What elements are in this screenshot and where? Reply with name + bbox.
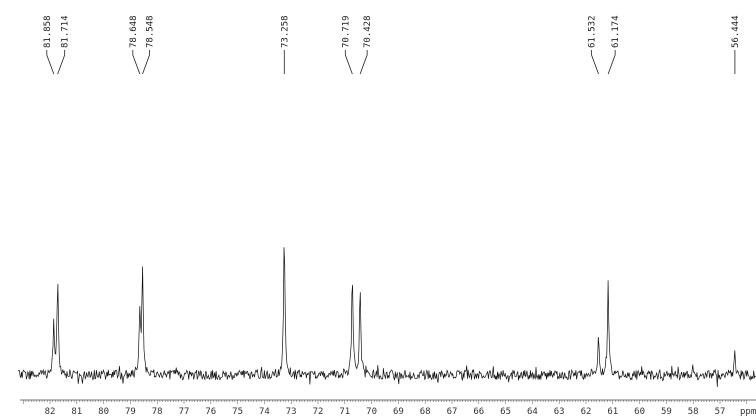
x-tick-label: 73 [286, 407, 297, 417]
peak-label: 61.532 [588, 15, 598, 48]
x-axis-ticks: 82 81 80 79 78 77 76 75 74 73 72 71 70 69 68 67 66 65 64 63… [22, 400, 756, 417]
x-tick-label: 80 [98, 407, 109, 417]
x-tick-label: 62 [581, 407, 592, 417]
x-tick-label: 72 [313, 407, 324, 417]
peak-labels: 81.858 81.714 78.648 78.548 73.258 70.719 70.4… [43, 15, 741, 75]
x-tick-label: 59 [661, 407, 672, 417]
peak-label-leader [607, 50, 616, 75]
x-tick-label: 61 [607, 407, 618, 417]
x-tick-label: 65 [500, 407, 511, 417]
x-tick-label: 66 [473, 407, 484, 417]
x-tick-label: 58 [688, 407, 699, 417]
x-tick-label: 70 [366, 407, 377, 417]
spectrum-trace [17, 247, 756, 388]
peak-label: 61.174 [611, 15, 621, 48]
x-tick-label: 71 [339, 407, 350, 417]
peak-label-leader [46, 50, 55, 75]
peak-label: 73.258 [280, 15, 290, 48]
peak-label: 70.428 [363, 15, 373, 48]
x-axis-unit-label: ppm [740, 407, 756, 417]
x-tick-label: 77 [179, 407, 190, 417]
x-tick-label: 78 [152, 407, 163, 417]
x-tick-label: 69 [393, 407, 404, 417]
peak-label: 70.719 [341, 15, 351, 48]
peak-label: 78.648 [129, 15, 139, 48]
x-tick-label: 76 [205, 407, 216, 417]
x-tick-label: 81 [71, 407, 82, 417]
peak-label-leader [591, 50, 599, 75]
x-tick-label: 75 [232, 407, 243, 417]
peak-label-leader [142, 50, 150, 75]
x-tick-label: 64 [527, 407, 538, 417]
peak-label: 78.548 [146, 15, 156, 48]
x-tick-label: 68 [420, 407, 431, 417]
peak-label: 81.858 [43, 15, 53, 48]
x-tick-label: 74 [259, 407, 270, 417]
peak-label-leader [344, 50, 353, 75]
x-tick-label: 63 [554, 407, 565, 417]
peak-label: 81.714 [61, 15, 71, 48]
x-tick-label: 60 [634, 407, 645, 417]
peak-label-leader [359, 50, 368, 75]
x-tick-label: 82 [45, 407, 56, 417]
peak-label-leader [132, 50, 141, 75]
x-tick-label: 67 [447, 407, 458, 417]
peak-label-leader [57, 50, 66, 75]
peak-label: 56.444 [731, 15, 741, 48]
x-tick-label: 57 [715, 407, 726, 417]
x-tick-label: 79 [125, 407, 136, 417]
